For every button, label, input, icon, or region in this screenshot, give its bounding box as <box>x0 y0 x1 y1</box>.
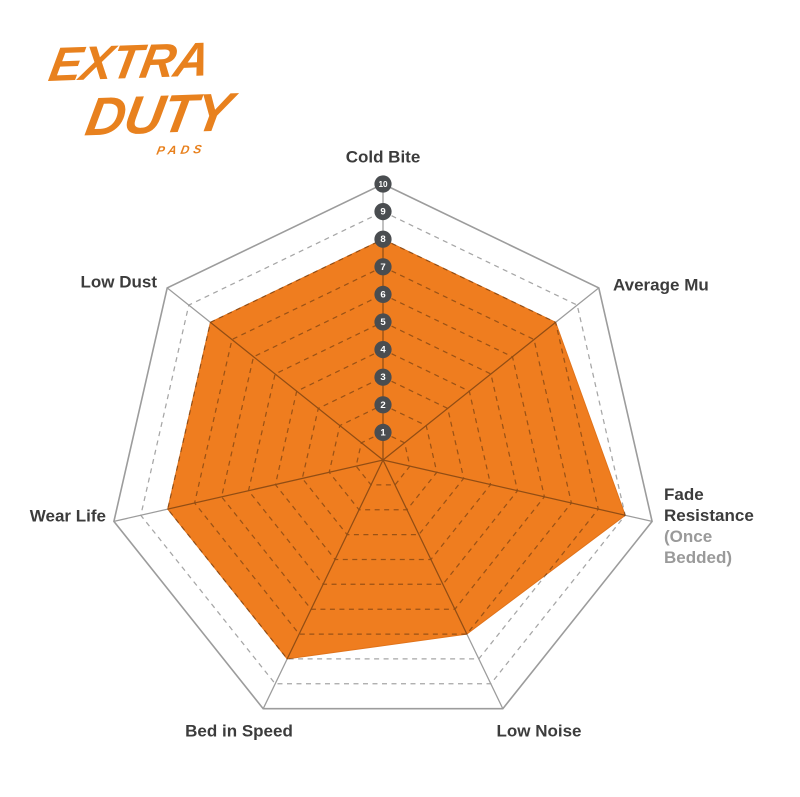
radar-ring <box>140 210 626 685</box>
scale-tick-circle <box>374 313 392 331</box>
axis-label-text: Wear Life <box>29 506 106 526</box>
scale-tick-label: 3 <box>380 372 385 383</box>
axis-label-fade-resistance: Fade Resistance (Once Bedded) <box>664 484 762 568</box>
axis-label-bed-in-speed: Bed in Speed <box>185 721 293 742</box>
axis-label-text: Fade Resistance <box>664 485 754 525</box>
axis-sublabel-text: (Once Bedded) <box>664 527 732 567</box>
axis-label-cold-bite: Cold Bite <box>346 147 421 168</box>
scale-tick-circle <box>374 368 392 386</box>
axis-label-text: Bed in Speed <box>185 721 293 741</box>
radar-outer-ring <box>113 183 653 710</box>
scale-tick-circle <box>374 258 392 276</box>
axis-label-text: Low Dust <box>80 272 158 292</box>
scale-tick-circle <box>374 396 392 414</box>
scale-tick-label: 2 <box>380 400 385 411</box>
scale-tick-label: 10 <box>378 180 388 189</box>
scale-tick-circle <box>374 341 392 359</box>
radar-data-polygon <box>167 238 626 660</box>
axis-label-text: Average Mu <box>613 275 709 295</box>
axis-label-low-dust: Low Dust <box>81 272 158 293</box>
axis-label-wear-life: Wear Life <box>30 506 106 527</box>
scale-tick-label: 6 <box>380 289 385 300</box>
scale-tick-circle <box>374 285 392 303</box>
scale-tick-label: 1 <box>380 427 386 438</box>
scale-tick-label: 7 <box>380 262 385 273</box>
scale-tick-circle <box>374 423 392 441</box>
scale-tick-label: 9 <box>380 207 385 218</box>
axis-label-text: Low Noise <box>496 721 582 741</box>
axis-label-average-mu: Average Mu <box>613 275 709 296</box>
axis-label-low-noise: Low Noise <box>496 721 581 742</box>
scale-tick-circle <box>374 175 392 193</box>
scale-tick-label: 5 <box>380 317 386 328</box>
axis-label-text: Cold Bite <box>345 147 421 167</box>
scale-tick-circle <box>374 203 392 221</box>
scale-tick-circle <box>374 230 392 248</box>
scale-tick-label: 4 <box>380 345 386 356</box>
scale-tick-label: 8 <box>380 234 386 245</box>
